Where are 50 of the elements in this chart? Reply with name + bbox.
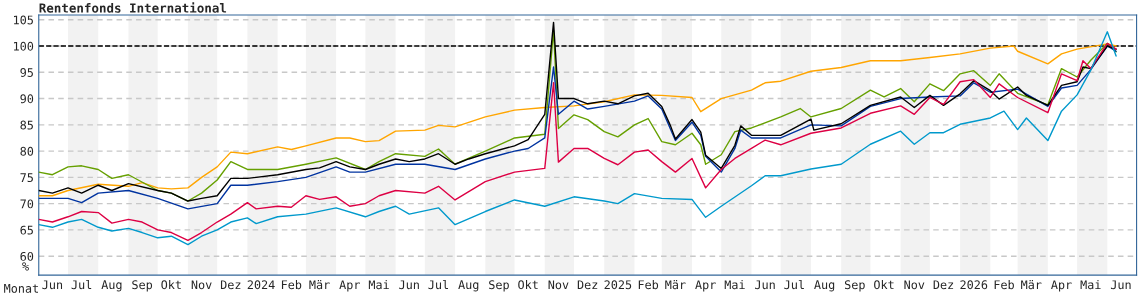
x-tick-label: Dez: [577, 280, 598, 290]
x-tick-label: Jul: [71, 279, 92, 290]
y-tick-label: 75: [20, 173, 33, 183]
x-tick-label: Apr: [339, 280, 360, 292]
x-tick-label: 2026: [960, 280, 988, 290]
x-tick-label: Nov: [191, 280, 212, 290]
x-tick-label: 2024: [247, 280, 275, 290]
x-tick-label: Mai: [724, 280, 745, 290]
y-tick-label: 65: [20, 225, 33, 235]
y-tick-label: 90: [20, 94, 34, 104]
x-tick-label: Sep: [489, 280, 509, 292]
x-tick-label: Aug: [458, 280, 479, 292]
y-tick-label: 70: [20, 199, 34, 209]
x-tick-label: Okt: [874, 280, 894, 290]
x-tick-label: Jun: [399, 280, 419, 290]
x-tick-label: Jul: [428, 279, 449, 290]
x-tick-label: Sep: [844, 280, 865, 292]
y-tick-label: 80: [20, 146, 34, 156]
x-tick-label: Jun: [42, 280, 63, 290]
y-axis-title: %: [22, 262, 29, 271]
chart-title: Rentenfonds International: [39, 2, 227, 13]
x-tick-label: Okt: [518, 280, 538, 290]
x-axis-title: Monat: [4, 284, 39, 293]
y-tick-label: 95: [20, 68, 33, 77]
y-tick-label: 85: [20, 120, 33, 130]
x-tick-label: Dez: [220, 280, 241, 290]
x-tick-label: Apr: [695, 280, 716, 292]
x-tick-label: Dez: [933, 280, 954, 290]
x-tick-label: Aug: [101, 280, 122, 292]
y-tick-label: 60: [20, 251, 34, 261]
x-tick-label: Apr: [1051, 280, 1072, 292]
x-tick-label: Mai: [1080, 280, 1101, 290]
x-tick-label: Mär: [309, 280, 330, 290]
x-tick-label: Mär: [1021, 280, 1042, 290]
x-tick-label: Mai: [368, 280, 389, 290]
x-tick-label: Nov: [548, 280, 569, 290]
x-tick-label: Aug: [814, 280, 835, 292]
x-tick-label: Okt: [161, 280, 181, 290]
x-tick-label: 2025: [604, 280, 632, 290]
x-tick-label: Feb: [281, 280, 302, 290]
x-tick-label: Feb: [994, 280, 1014, 290]
x-tick-label: Jun: [1110, 280, 1131, 290]
x-tick-label: Jun: [755, 280, 775, 290]
y-tick-label: 100: [14, 41, 34, 51]
x-tick-label: Feb: [638, 280, 659, 290]
x-tick-label: Jul: [784, 279, 804, 290]
y-tick-label: 105: [14, 15, 33, 25]
x-tick-label: Sep: [132, 280, 153, 292]
x-tick-label: Nov: [904, 280, 925, 290]
x-tick-label: Mär: [665, 280, 686, 290]
